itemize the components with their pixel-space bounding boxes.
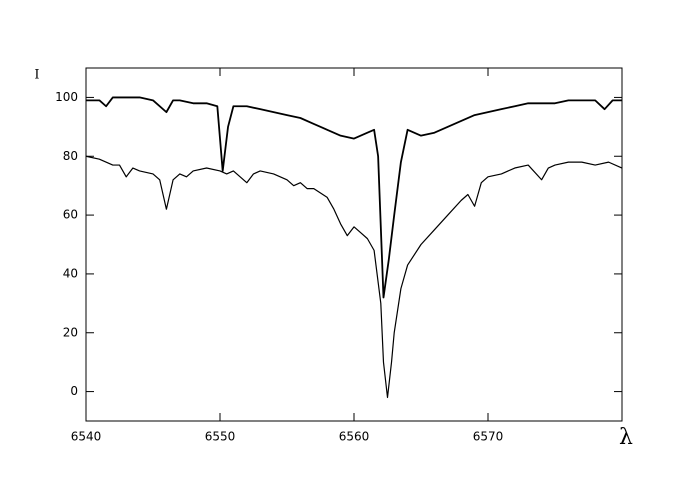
x-tick-label: 6550 (205, 430, 236, 444)
plot-frame (85, 67, 623, 422)
y-tick-label: 100 (55, 90, 78, 104)
y-tick-label: 40 (63, 266, 78, 280)
y-tick-label: 80 (63, 149, 78, 163)
spectrum-line (86, 96, 622, 299)
spectrum-line (85, 155, 623, 399)
y-axis-label: I (34, 68, 39, 83)
y-tick-label: 0 (70, 384, 78, 398)
x-tick-label: 6560 (339, 430, 370, 444)
y-tick-label: 60 (63, 208, 78, 222)
y-tick-label: 20 (63, 325, 78, 339)
x-axis-label: λ (619, 425, 633, 450)
x-tick-label: 6540 (71, 430, 102, 444)
x-tick-label: 6570 (473, 430, 504, 444)
